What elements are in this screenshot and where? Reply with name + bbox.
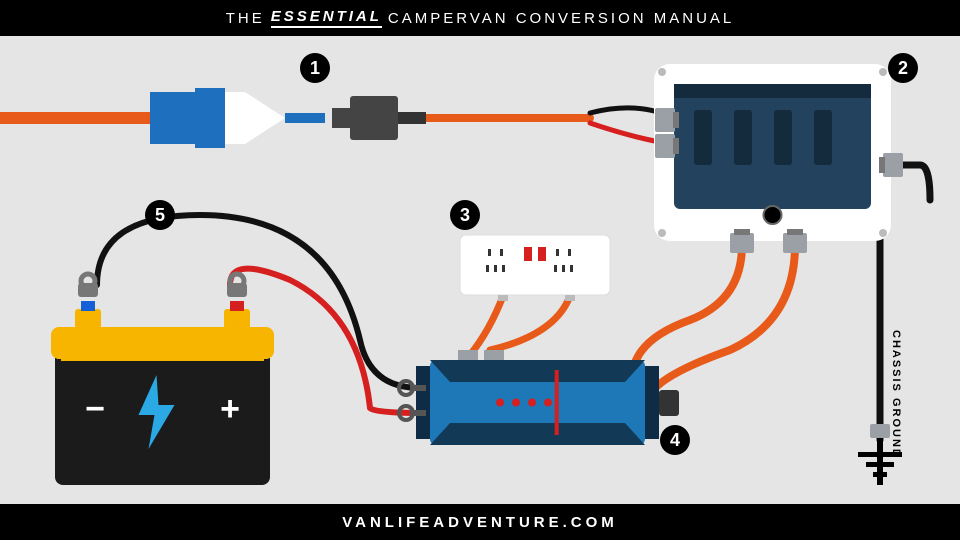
marker-4: 4 (660, 425, 690, 455)
marker-2: 2 (888, 53, 918, 83)
marker-5: 5 (145, 200, 175, 230)
chassis-ground-label: CHASSIS GROUND (890, 330, 902, 459)
diagram-stage: −+ (0, 0, 960, 540)
svg-text:−: − (85, 390, 105, 428)
marker-1: 1 (300, 53, 330, 83)
marker-3: 3 (450, 200, 480, 230)
svg-text:+: + (220, 390, 240, 428)
